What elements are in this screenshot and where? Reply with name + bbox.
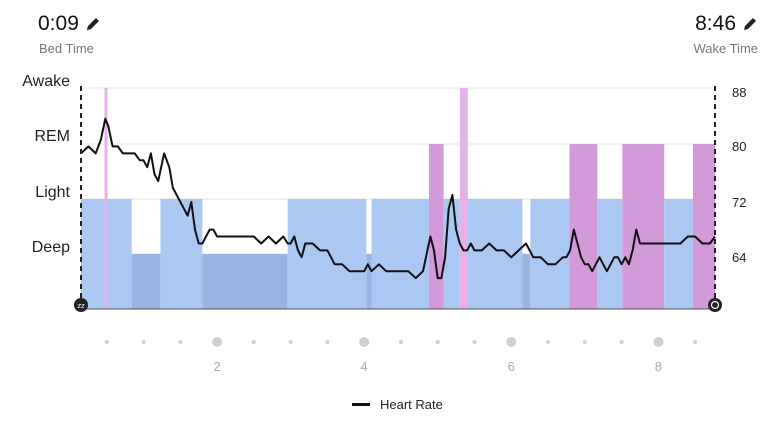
x-minor-tick: [251, 340, 256, 344]
x-major-tick: [212, 337, 223, 347]
stage-bar-rem[interactable]: [692, 144, 715, 309]
stage-label-rem: REM: [34, 128, 70, 145]
x-minor-tick: [582, 340, 587, 344]
x-tick-label: 4: [361, 359, 368, 374]
pencil-icon[interactable]: [85, 16, 101, 32]
legend[interactable]: Heart Rate: [352, 397, 443, 412]
legend-heart-rate: Heart Rate: [380, 397, 443, 412]
stage-bar-rem[interactable]: [428, 144, 444, 309]
stage-bar-deep[interactable]: [366, 254, 372, 309]
bed-time[interactable]: 0:09: [38, 12, 101, 36]
x-tick-label: 8: [655, 359, 662, 374]
stage-bar-light[interactable]: [530, 199, 570, 309]
legend-swatch: [352, 403, 370, 406]
heart-rate-line: [80, 117, 716, 280]
x-minor-tick: [435, 340, 440, 344]
x-minor-tick: [104, 340, 109, 344]
hr-tick-label: 80: [732, 139, 747, 154]
hr-tick-label: 64: [732, 250, 747, 265]
stage-bar-light[interactable]: [371, 199, 429, 309]
x-minor-tick: [472, 340, 477, 344]
x-major-tick: [506, 337, 517, 347]
x-minor-tick: [693, 340, 698, 344]
x-tick-label: 6: [508, 359, 515, 374]
pencil-icon[interactable]: [742, 16, 758, 32]
stage-bar-light[interactable]: [664, 199, 693, 309]
x-minor-tick: [288, 340, 293, 344]
stage-label-awake: Awake: [22, 73, 70, 90]
stage-bar-awake[interactable]: [104, 88, 108, 309]
sleep-start-handle[interactable]: zz: [74, 298, 88, 312]
x-major-tick: [653, 337, 664, 347]
x-minor-tick: [546, 340, 551, 344]
wake-time-label: Wake Time: [693, 41, 758, 56]
stage-bar-deep[interactable]: [131, 254, 161, 309]
stage-bar-deep[interactable]: [202, 254, 288, 309]
x-minor-tick: [178, 340, 183, 344]
stage-bar-rem[interactable]: [622, 144, 665, 309]
bed-time-label: Bed Time: [39, 41, 94, 56]
stage-bar-awake[interactable]: [459, 88, 468, 309]
stage-label-light: Light: [35, 184, 70, 201]
x-minor-tick: [398, 340, 403, 344]
x-minor-tick: [619, 340, 624, 344]
hr-tick-label: 72: [732, 195, 747, 210]
stage-bar-light[interactable]: [597, 199, 623, 309]
x-minor-tick: [325, 340, 330, 344]
x-major-tick: [359, 337, 370, 347]
stage-bar-light[interactable]: [160, 199, 203, 309]
wake-time-value: 8:46: [695, 12, 736, 35]
stage-bar-rem[interactable]: [569, 144, 598, 309]
stage-bar-light[interactable]: [467, 199, 523, 309]
wake-time[interactable]: 8:46: [695, 12, 758, 36]
bed-time-value: 0:09: [38, 12, 79, 35]
hr-tick-label: 88: [732, 85, 747, 100]
alarm-clock-icon[interactable]: [708, 298, 722, 312]
stage-bar-deep[interactable]: [522, 254, 531, 309]
x-tick-label: 2: [213, 359, 220, 374]
stage-label-deep: Deep: [31, 239, 70, 256]
x-minor-tick: [141, 340, 146, 344]
svg-text:zz: zz: [77, 302, 85, 310]
